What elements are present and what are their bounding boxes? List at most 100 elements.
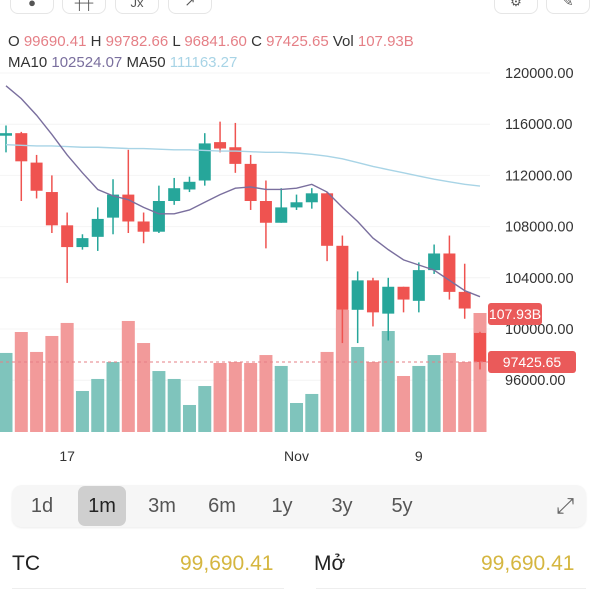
tool-button[interactable]: ✎ xyxy=(546,0,590,14)
volume-bar xyxy=(0,352,13,432)
volume-bar xyxy=(121,320,135,432)
volume-bar xyxy=(427,355,441,432)
volume-bar xyxy=(366,361,380,432)
ma50-line xyxy=(5,143,481,187)
volume-bar xyxy=(198,386,212,432)
close-label: C xyxy=(251,33,262,50)
volume-bar xyxy=(244,362,258,432)
tc-value: 99,690.41 xyxy=(180,552,274,575)
ma50-value: 111163.27 xyxy=(169,54,238,71)
y-tick-label: 96000.00 xyxy=(505,373,565,389)
open-value: 99,690.41 xyxy=(481,552,575,575)
low-label: L xyxy=(172,33,181,50)
candle-body xyxy=(137,221,150,232)
y-tick-label: 108000.00 xyxy=(505,220,574,236)
trend-button[interactable]: ↗ xyxy=(168,0,212,14)
candle-body xyxy=(229,147,242,164)
price-tag xyxy=(488,350,576,373)
candle-body xyxy=(61,225,74,248)
candle-body xyxy=(458,291,471,309)
period-3m[interactable]: 3m xyxy=(148,495,176,517)
candle-body xyxy=(428,253,441,271)
y-tick-label: 116000.00 xyxy=(505,117,572,133)
x-tick-label: 9 xyxy=(415,448,423,464)
y-tick-label: 100000.00 xyxy=(505,322,574,338)
candle-body xyxy=(15,133,28,162)
volume-bar xyxy=(91,378,105,432)
period-1m[interactable]: 1m xyxy=(78,486,126,526)
volume-bar xyxy=(274,365,288,432)
volume-bar xyxy=(167,378,181,432)
volume-bar xyxy=(290,403,304,432)
expand-icon[interactable]: ⤢ xyxy=(556,493,574,518)
divider xyxy=(12,588,284,589)
candle-body xyxy=(244,163,257,201)
candle-body xyxy=(412,270,425,301)
candle-body xyxy=(183,181,196,190)
y-tick-label: 104000.00 xyxy=(505,271,574,287)
volume-bar xyxy=(30,351,44,432)
candle-body xyxy=(168,188,181,201)
x-tick-label: Nov xyxy=(284,448,309,464)
shape-icon: ● xyxy=(28,0,36,10)
x-tick-label: 17 xyxy=(59,448,75,464)
candle-body xyxy=(45,192,58,226)
candle-body xyxy=(152,201,165,232)
shape-button[interactable]: ● xyxy=(10,0,54,14)
volume-bar xyxy=(320,351,334,432)
volume-value: 107.93B xyxy=(357,33,414,50)
volume-bar xyxy=(305,393,319,432)
period-6m[interactable]: 6m xyxy=(208,495,236,517)
fx-button[interactable]: Jx xyxy=(115,0,159,14)
open-value: 99690.41 xyxy=(23,33,87,50)
volume-bar xyxy=(14,331,28,432)
candle-body xyxy=(443,253,456,292)
ma50-label: MA50 xyxy=(126,54,166,71)
candle-body xyxy=(473,332,486,362)
candle-body xyxy=(198,143,211,181)
volume-bar xyxy=(75,390,89,432)
open-label: O xyxy=(8,33,20,50)
candle-body xyxy=(336,245,349,310)
ohlc-readout: O 99690.41 H 99782.66 L 96841.60 C 97425… xyxy=(8,33,414,50)
volume-bar xyxy=(473,313,487,432)
indicator-button[interactable]: ┼┼ xyxy=(62,0,106,14)
candle-body xyxy=(290,202,303,208)
volume-bar xyxy=(137,343,151,432)
volume-bar xyxy=(182,404,196,432)
ma10-label: MA10 xyxy=(8,54,48,71)
divider xyxy=(316,588,586,589)
volume-bar xyxy=(335,309,349,432)
ma10-value: 102524.07 xyxy=(51,54,123,71)
period-1y[interactable]: 1y xyxy=(271,495,293,517)
candle-body xyxy=(397,286,410,300)
high-label: H xyxy=(90,33,102,50)
settings-button[interactable]: ⚙ xyxy=(494,0,538,14)
candle-body xyxy=(76,238,89,248)
tc-label: TC xyxy=(12,552,40,575)
ma-readout: MA10 102524.07 MA50 111163.27 xyxy=(8,54,237,71)
candle-body xyxy=(382,286,395,314)
period-3y[interactable]: 3y xyxy=(331,495,353,517)
y-tick-label: 112000.00 xyxy=(505,168,572,184)
ma10-line xyxy=(5,85,481,298)
volume-bar xyxy=(442,352,456,432)
candle-body xyxy=(107,194,120,218)
open-label: Mở xyxy=(314,552,346,575)
volume-bar xyxy=(381,331,395,432)
candle-body xyxy=(91,218,104,237)
period-5y[interactable]: 5y xyxy=(391,495,413,517)
low-value: 96841.60 xyxy=(184,33,247,50)
volume-bar xyxy=(45,335,59,432)
high-value: 99782.66 xyxy=(105,33,169,50)
volume-bar xyxy=(106,361,120,432)
volume-tag xyxy=(488,303,542,325)
price-tag-label: 97425.65 xyxy=(503,354,562,370)
candle-body xyxy=(321,193,334,246)
volume-bar xyxy=(60,322,74,432)
candle-body xyxy=(351,280,364,310)
price-chart[interactable]: 120000.00 116000.00 112000.00 108000.00 1040… xyxy=(0,68,600,473)
candle-body xyxy=(0,133,12,136)
period-1d[interactable]: 1d xyxy=(30,495,54,517)
candle-body xyxy=(259,201,272,223)
